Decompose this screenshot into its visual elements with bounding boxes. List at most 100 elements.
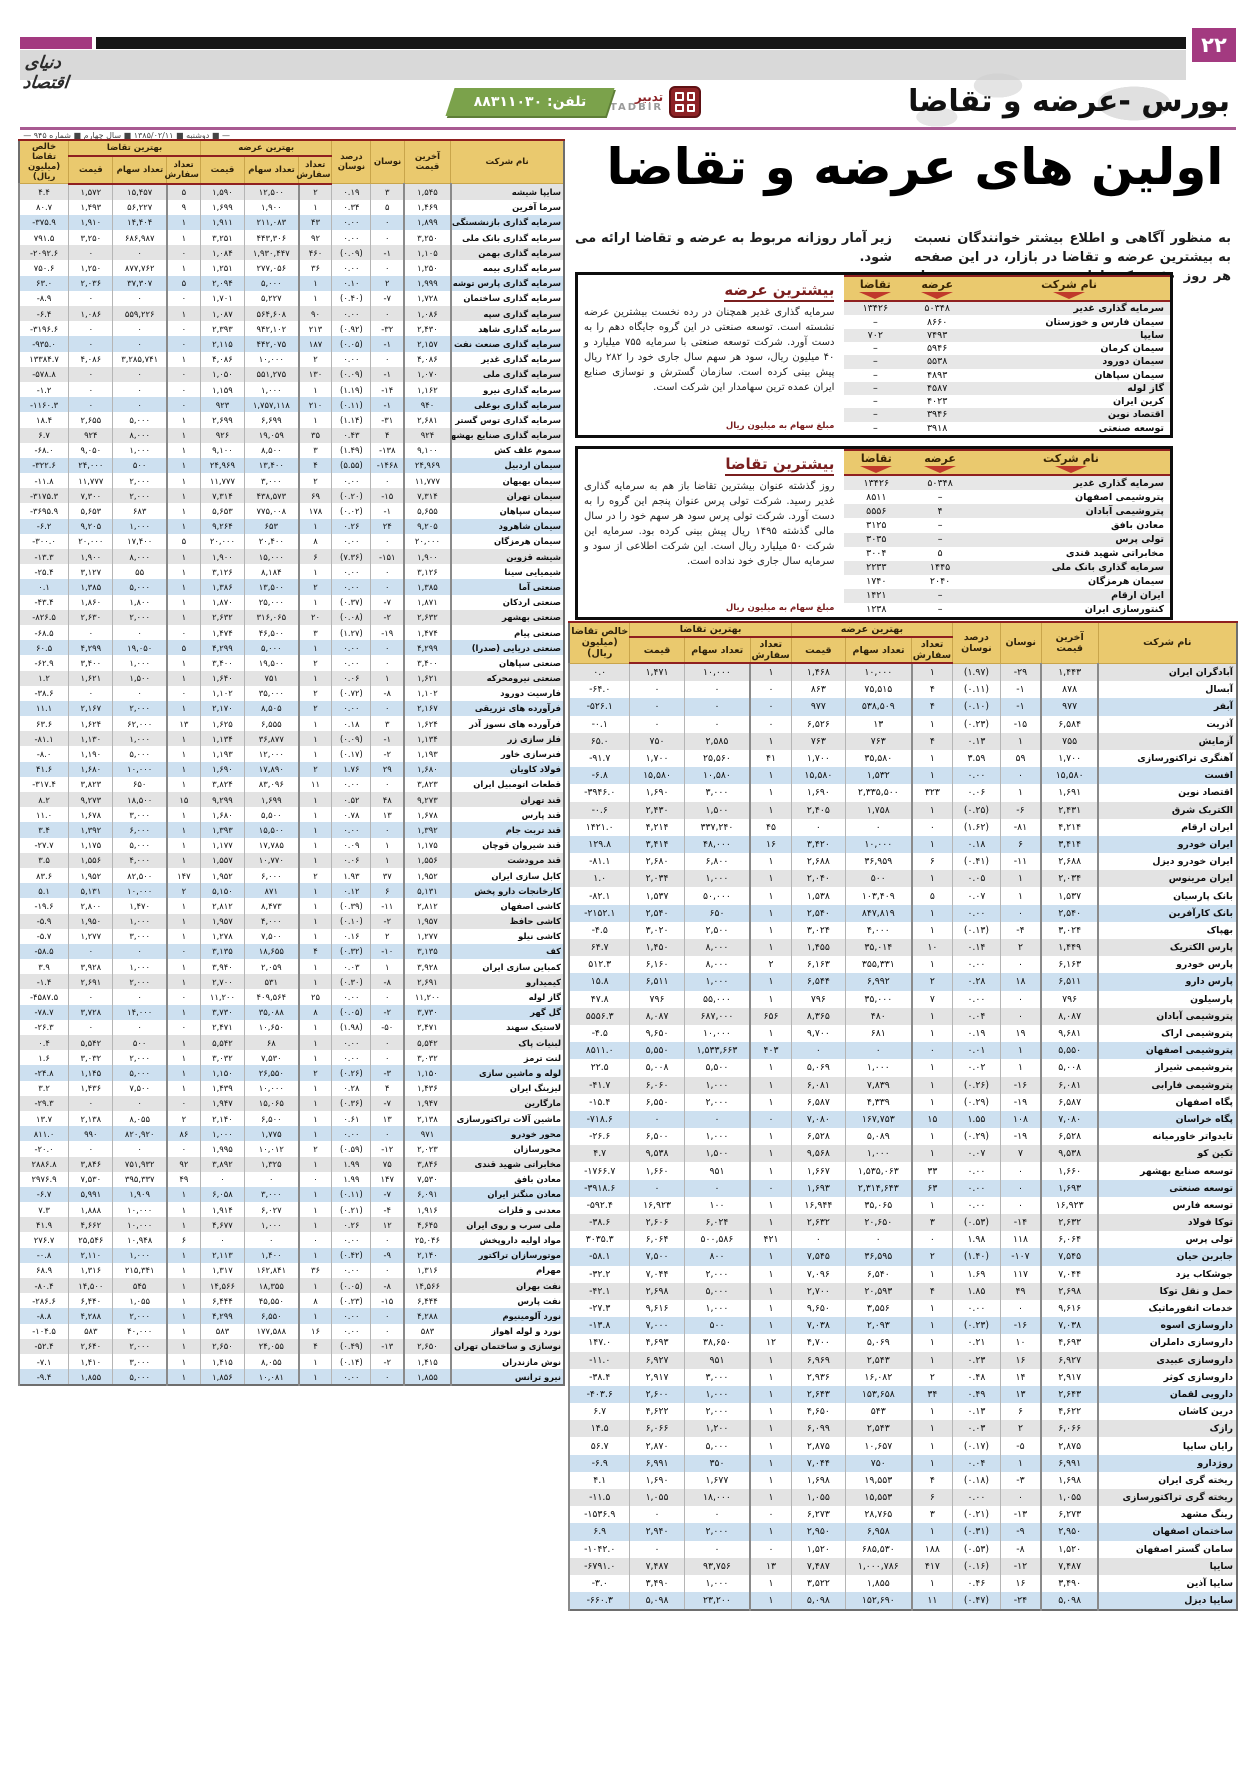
value-cell: -۸	[999, 1540, 1042, 1558]
company-name-cell: آهنگری تراکتورسازی	[1097, 749, 1237, 768]
value-cell: ۱۴۲۱.۰	[568, 818, 630, 836]
value-cell: ۱,۹۴۷	[199, 1095, 245, 1111]
company-name-cell: پارس الکتریک	[1097, 939, 1237, 957]
value-cell: ۱۶۷,۷۵۳	[844, 1110, 912, 1129]
demand-value-cell: ۱۴۲۱	[844, 588, 909, 603]
value-cell: ۱	[165, 549, 201, 565]
company-name-cell: معادن بافق	[1110, 520, 1164, 531]
value-cell: ۹۴۰	[403, 397, 451, 413]
value-cell: ۰.۰۰	[952, 1489, 1001, 1507]
value-cell: ۲,۱۵۷	[403, 336, 451, 352]
table-row: سرمایه گذاری بهمن ۱,۱۰۵ -۱ (۰.۰۹) ۴۶۰ ۱,۹۳۰,۴…	[18, 245, 564, 261]
company-name-cell: داروسازی اسوه	[1097, 1317, 1237, 1335]
value-cell: ۰	[370, 989, 405, 1005]
value-cell: ۰	[68, 397, 113, 413]
value-cell: ۲,۶۹۸	[1040, 1282, 1099, 1300]
col-share-count: تعداد سهام	[244, 154, 300, 185]
tadbir-logo: تدبیر TADBIR	[610, 86, 702, 118]
value-cell: ۰.۰۰	[952, 767, 1001, 785]
value-cell: -۳۸.۶	[568, 1214, 630, 1232]
value-cell: -۷	[370, 1095, 405, 1111]
value-cell: (۰.۳۰)	[331, 974, 371, 990]
value-cell: ۹۲	[165, 1156, 201, 1172]
value-cell: ۱	[370, 670, 405, 686]
value-cell: -۲۴.۸	[18, 1065, 69, 1081]
value-cell: ۱	[910, 1334, 953, 1352]
value-cell: ۱	[297, 974, 332, 990]
demand-value-cell: –	[872, 422, 878, 434]
table-row: فولاد کاویان ۱,۶۸۰ ۲۹ ۱.۷۶ ۲ ۱۷,۸۹۰ ۱,۶۹۰ ۱ ۱۰,۰…	[18, 761, 564, 777]
company-name-cell: رازک	[1097, 1420, 1237, 1438]
value-cell: ۱۰,۶۵۰	[244, 1019, 299, 1035]
supply-value-cell: ۸۶۶۰	[926, 316, 948, 328]
value-cell: ۱,۷۵۷,۱۱۸	[244, 397, 299, 413]
value-cell: ۵,۱۵۰	[199, 883, 245, 899]
company-name-cell: کف	[449, 943, 564, 960]
company-name-cell: سرمایه گذاری توس گستر	[449, 412, 564, 428]
value-cell: ۱	[165, 731, 201, 747]
value-cell: ۲	[297, 700, 332, 717]
supply-value-cell: ۵۰۳۴۸	[906, 301, 969, 316]
value-cell: ۰	[790, 1231, 846, 1249]
value-cell: ۶,۰۸۱	[1040, 1076, 1099, 1094]
value-cell: ۲,۰۰۰	[112, 1338, 167, 1354]
value-cell: ۴,۳۳۹	[844, 1093, 912, 1111]
value-cell: ۱	[999, 1059, 1042, 1077]
value-cell: ۱۸,۶۵۵	[244, 943, 299, 960]
value-cell: ۱	[165, 594, 201, 610]
value-cell: ۰	[68, 1019, 113, 1035]
value-cell: ۸۳.۶	[18, 867, 69, 884]
value-cell: ۱۶	[999, 1351, 1042, 1369]
company-name-cell: پتروشیمی آبادان	[1097, 1007, 1237, 1025]
company-name-cell: گل گهر	[449, 1004, 564, 1020]
value-cell: ۸۰.۷	[18, 199, 69, 215]
value-cell: ۶,۲۷۳	[1040, 1506, 1099, 1524]
col-share-count: تعداد سهام	[112, 154, 168, 185]
value-cell: ۶۸۷,۰۰۰	[683, 1007, 751, 1025]
value-cell: ۲۴	[370, 518, 405, 534]
value-cell: ۱,۶۶۰	[629, 1162, 685, 1180]
value-cell: ۱	[297, 792, 332, 808]
value-cell: -۶۷۹۱.۰	[568, 1557, 630, 1575]
value-cell: ۲,۷۰۰	[790, 1282, 846, 1300]
table-row: معادن بافق ۷,۵۳۰ ۱۴۷ ۱.۹۹ ۰ ۰ ۰ ۴۹ ۳۹۵,۳۳۷ ۷,۵۳۰ ۲…	[18, 1171, 564, 1187]
value-cell: -۱۰۷	[999, 1248, 1042, 1266]
list-item: پتروشیمی اصفهان –۸۵۱۱	[844, 490, 1170, 504]
value-cell: (۰.۰۵)	[331, 336, 371, 352]
value-cell: -۱۹	[999, 1128, 1042, 1146]
value-cell: ۳,۰۲۴	[1040, 921, 1099, 939]
supply-box-paragraph: سرمایه گذاری غدیر همچنان در رده نخست بیش…	[584, 307, 835, 393]
company-name-cell: سیمان هرمزگان	[1087, 576, 1164, 588]
value-cell: ۱۰۸	[999, 1110, 1042, 1129]
value-cell: ۰	[999, 767, 1042, 785]
value-cell: ۱,۴۳۹	[199, 1080, 245, 1096]
value-cell: -۵۹۲.۴	[568, 1196, 630, 1214]
value-cell: ۳۵,۰۰۰	[244, 685, 299, 701]
value-cell: ۱	[749, 1248, 792, 1266]
value-cell: ۲,۷۰۰	[199, 974, 245, 990]
value-cell: ۱.۸۵	[952, 1282, 1001, 1300]
value-cell: ۱,۶۸۰	[403, 761, 451, 777]
value-cell: ۶,۰۲۷	[244, 1202, 299, 1218]
value-cell: -۹۱.۷	[568, 749, 630, 768]
value-cell: ۲۵,۰۰۰	[244, 594, 299, 610]
demand-value-cell: ۱۷۴۰	[866, 576, 887, 588]
value-cell: -۲۰.۰	[18, 1141, 69, 1157]
value-cell: (۱.۹۸)	[331, 1019, 371, 1035]
value-cell: ۳۵۵,۳۳۱	[844, 956, 912, 974]
value-cell: ۵,۶۵۳	[199, 503, 245, 519]
value-cell: -۱	[370, 245, 405, 261]
value-cell: ۱	[749, 767, 792, 785]
value-cell: ۶	[370, 883, 405, 899]
value-cell: ۰.۰۷	[952, 887, 1001, 905]
value-cell: ۷۵,۵۱۵	[844, 681, 912, 699]
value-cell: ۱۰,۹۴۸	[112, 1232, 167, 1248]
value-cell: ۱	[165, 655, 201, 671]
value-cell: ۱	[999, 870, 1042, 888]
value-cell: (۰.۱۱)	[952, 681, 1001, 699]
value-cell: -۴۱.۷	[568, 1076, 630, 1094]
value-cell: (۰.۹۲)	[331, 321, 371, 337]
supply-value-cell: –	[937, 491, 943, 503]
table-row: اقتصاد نوین ۱,۶۹۱ ۱ ۰.۰۶ ۳۲۳ ۲,۳۳۵,۵۰۰ ۱,۶۹۰ ۱ ۳…	[568, 784, 1237, 802]
company-name-cell: پارس دارو	[1097, 973, 1237, 991]
